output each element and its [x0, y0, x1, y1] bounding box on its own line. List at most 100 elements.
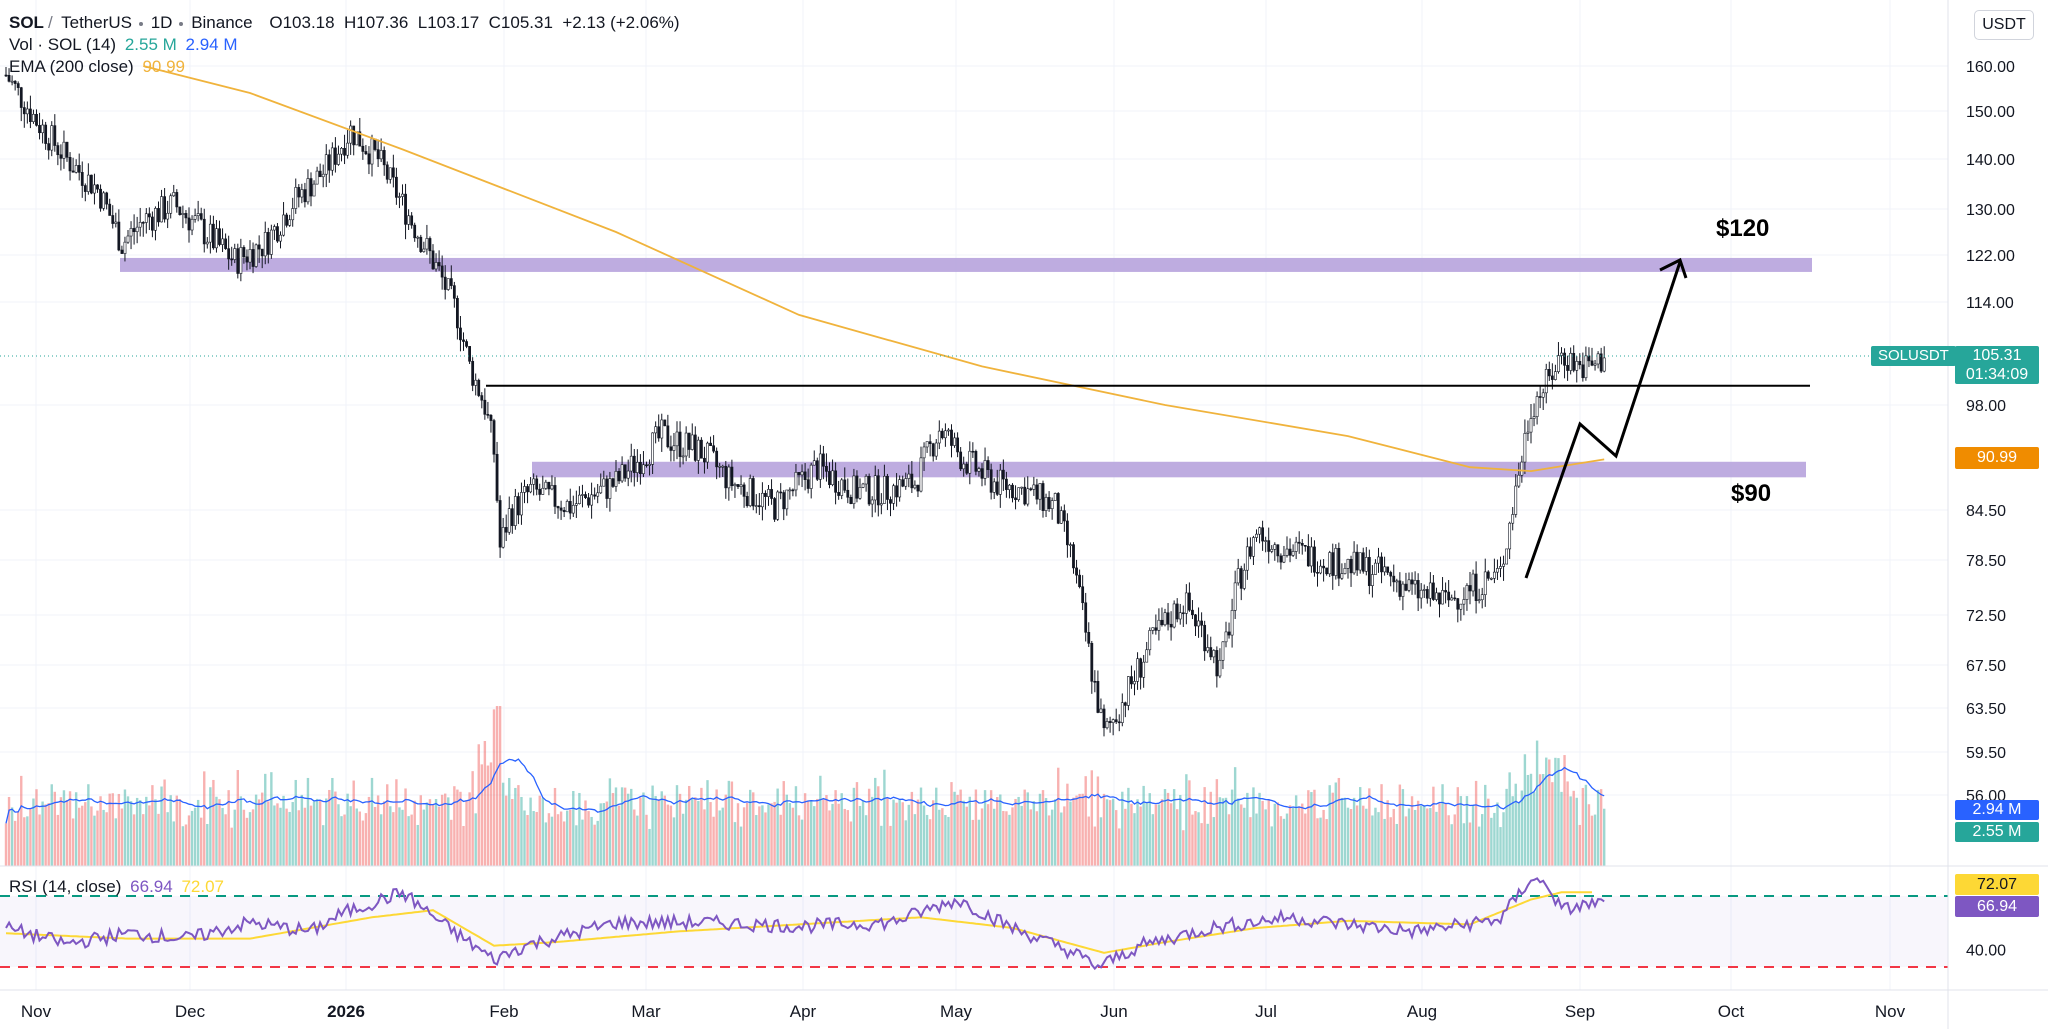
volume-bar [1005, 811, 1008, 866]
volume-bar [1459, 796, 1463, 866]
candle-body [1380, 556, 1383, 573]
candle-body [724, 465, 728, 489]
candle-body [1584, 355, 1588, 379]
symbol-name[interactable]: SOL [9, 13, 44, 32]
candle-body [648, 464, 651, 466]
support-zone[interactable] [532, 461, 1806, 478]
candle-body [285, 214, 289, 226]
volume-bar [1532, 792, 1536, 866]
annotation-90[interactable]: $90 [1731, 480, 1772, 507]
candle-body [1511, 514, 1515, 524]
volume-bar [1270, 826, 1273, 866]
volume-bar [1468, 822, 1472, 866]
volume-bar [163, 779, 166, 866]
candle-body [1267, 540, 1271, 552]
candle-body [324, 154, 328, 175]
volume-bar [126, 796, 130, 866]
price-tick-label: 67.50 [1966, 658, 2006, 675]
candle-body [907, 473, 911, 479]
volume-bar [1599, 789, 1603, 866]
candle-body [898, 479, 902, 498]
candle-body [516, 496, 520, 516]
bar-countdown: 01:34:09 [1965, 366, 2029, 383]
candle-body [7, 75, 11, 82]
volume-bar [108, 793, 111, 866]
volume-bar [590, 816, 593, 866]
candle-body [864, 475, 868, 485]
volume-bars [4, 706, 1606, 866]
candle-body [1066, 520, 1069, 546]
currency-unit-button[interactable]: USDT [1974, 10, 2034, 40]
volume-bar [343, 814, 346, 866]
volume-bar [135, 797, 139, 866]
volume-bar [1252, 787, 1255, 866]
candle-body [727, 466, 731, 489]
candle-body [352, 125, 356, 146]
candle-body [367, 153, 371, 165]
volume-bar [1383, 818, 1386, 866]
volume-bar [1063, 806, 1066, 866]
volume-bar [422, 809, 426, 866]
annotation-120[interactable]: $120 [1716, 215, 1770, 242]
candle-body [242, 247, 246, 258]
candle-body [696, 439, 700, 461]
candle-body [1078, 574, 1082, 588]
volume-bar [1121, 791, 1124, 866]
volume-bar [1218, 797, 1222, 866]
candle-body [846, 489, 850, 498]
candle-body [407, 215, 411, 225]
volume-bar [779, 814, 782, 866]
candle-body [812, 460, 816, 466]
volume-bar [1447, 815, 1450, 866]
volume-bar [1374, 807, 1377, 866]
volume-bar [1407, 808, 1411, 866]
candle-body [507, 508, 511, 533]
volume-bar [1023, 789, 1026, 866]
volume-bar [959, 789, 962, 866]
volume-bar [404, 788, 407, 866]
candle-body [309, 178, 313, 197]
volume-bar [761, 805, 764, 866]
candle-body [577, 494, 581, 504]
candle-body [1154, 627, 1158, 631]
time-axis[interactable]: Nov Dec 2026 Feb Mar Apr May Jun Jul Aug Sep Oct Nov [21, 1002, 1906, 1021]
candle-body [212, 223, 215, 249]
volume-bar [749, 789, 752, 866]
candle-body [956, 437, 960, 453]
volume-bar [1133, 813, 1136, 866]
candle-body [1389, 572, 1393, 577]
candle-body [1547, 368, 1551, 377]
price-axis[interactable]: 160.00 150.00 140.00 130.00 122.00 114.00 98.0… [1966, 59, 2015, 805]
volume-bar [892, 799, 895, 866]
volume-bar [758, 806, 761, 866]
candle-body [858, 487, 862, 499]
ema-legend[interactable]: EMA (200 close) 90.99 [9, 57, 189, 77]
volume-bar [605, 801, 609, 866]
candle-body [16, 83, 20, 88]
volume-bar [200, 817, 203, 866]
price-tick-label: 130.00 [1966, 202, 2015, 219]
candle-body [462, 339, 465, 342]
volume-bar [1035, 811, 1039, 866]
candle-body [25, 108, 29, 115]
candle-body [1111, 719, 1115, 724]
volume-legend[interactable]: Vol · SOL (14) 2.55 M 2.94 M [9, 35, 242, 55]
candle-body [1569, 352, 1573, 371]
volume-bar [989, 790, 993, 866]
volume-bar [956, 794, 959, 866]
candle-body [1062, 510, 1066, 522]
support-zone[interactable] [120, 257, 1812, 272]
volume-bar [672, 817, 676, 866]
volume-bar [383, 801, 386, 866]
rsi-legend[interactable]: RSI (14, close) 66.94 72.07 [9, 877, 228, 897]
candle-body [327, 154, 331, 171]
volume-bar [105, 812, 108, 866]
volume-bar [81, 805, 84, 866]
candle-body [230, 258, 234, 261]
volume-bar [773, 801, 776, 866]
volume-bar [120, 808, 124, 866]
volume-bar [800, 819, 804, 866]
timeframe[interactable]: 1D [150, 13, 173, 32]
candle-body [590, 494, 594, 506]
